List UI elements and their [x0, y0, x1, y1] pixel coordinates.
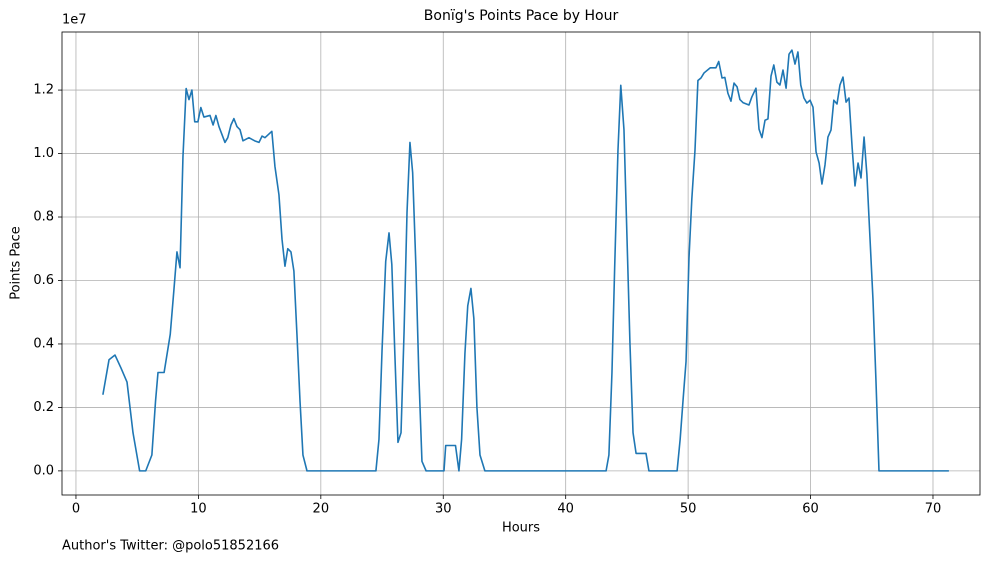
y-axis-label: Points Pace — [9, 226, 24, 300]
y-tick-label: 1.0 — [33, 146, 54, 161]
x-tick-label: 70 — [925, 502, 942, 517]
x-tick-label: 20 — [313, 502, 330, 517]
x-tick-label: 0 — [72, 502, 80, 517]
y-tick-label: 1.2 — [33, 83, 54, 98]
y-tick-label: 0.4 — [33, 336, 54, 351]
footer: Author's Twitter: @polo51852166 — [62, 539, 279, 554]
x-axis-label: Hours — [502, 521, 540, 536]
chart-title: Bonïg's Points Pace by Hour — [424, 8, 619, 24]
x-tick-label: 50 — [680, 502, 697, 517]
y-tick-label: 0.0 — [33, 463, 54, 478]
y-tick-label: 0.8 — [33, 210, 54, 225]
data-line — [102, 49, 949, 472]
y-tick-label: 0.2 — [33, 400, 54, 415]
x-tick-label: 30 — [435, 502, 452, 517]
plot-frame — [61, 31, 981, 496]
x-tick-label: 10 — [190, 502, 207, 517]
y-tick-label: 0.6 — [33, 273, 54, 288]
x-tick-label: 60 — [802, 502, 819, 517]
y-offset-label: 1e7 — [62, 13, 87, 28]
x-tick-label: 40 — [557, 502, 574, 517]
